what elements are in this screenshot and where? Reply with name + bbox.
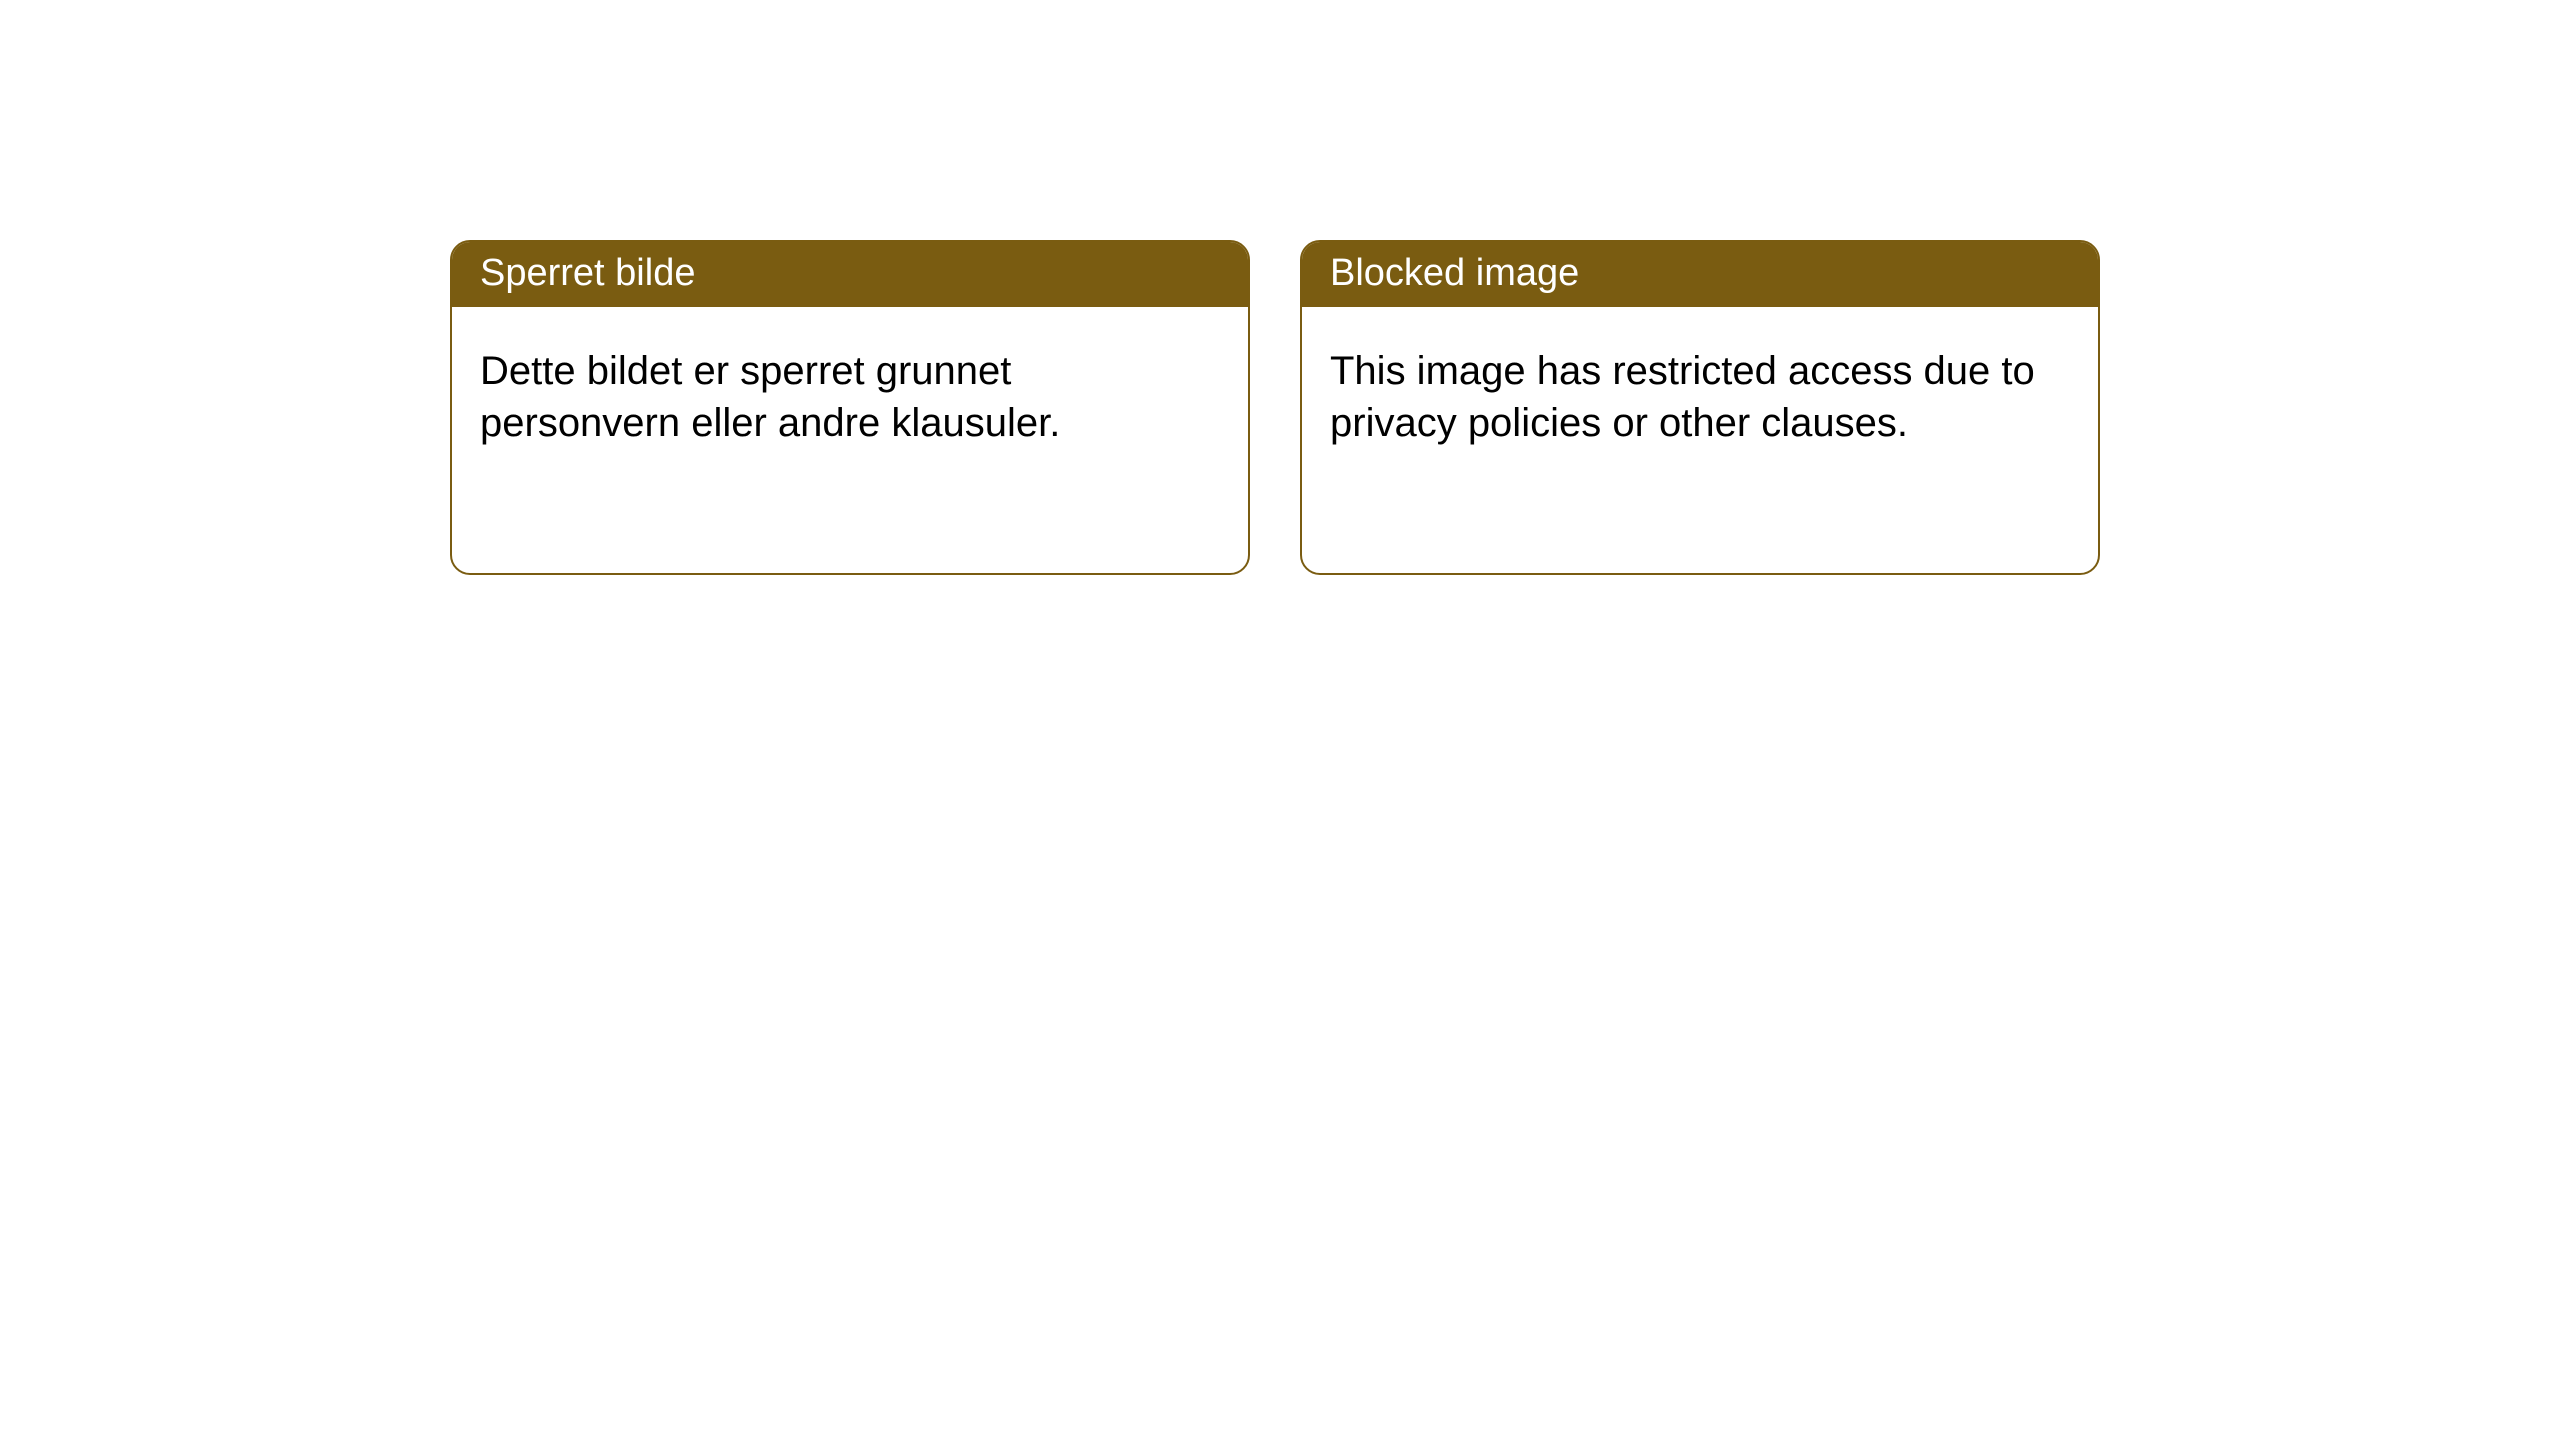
- cards-container: Sperret bilde Dette bildet er sperret gr…: [0, 0, 2560, 575]
- card-header-english: Blocked image: [1302, 242, 2098, 307]
- blocked-image-card-english: Blocked image This image has restricted …: [1300, 240, 2100, 575]
- card-body-english: This image has restricted access due to …: [1302, 307, 2098, 487]
- card-body-norwegian: Dette bildet er sperret grunnet personve…: [452, 307, 1248, 487]
- card-header-norwegian: Sperret bilde: [452, 242, 1248, 307]
- blocked-image-card-norwegian: Sperret bilde Dette bildet er sperret gr…: [450, 240, 1250, 575]
